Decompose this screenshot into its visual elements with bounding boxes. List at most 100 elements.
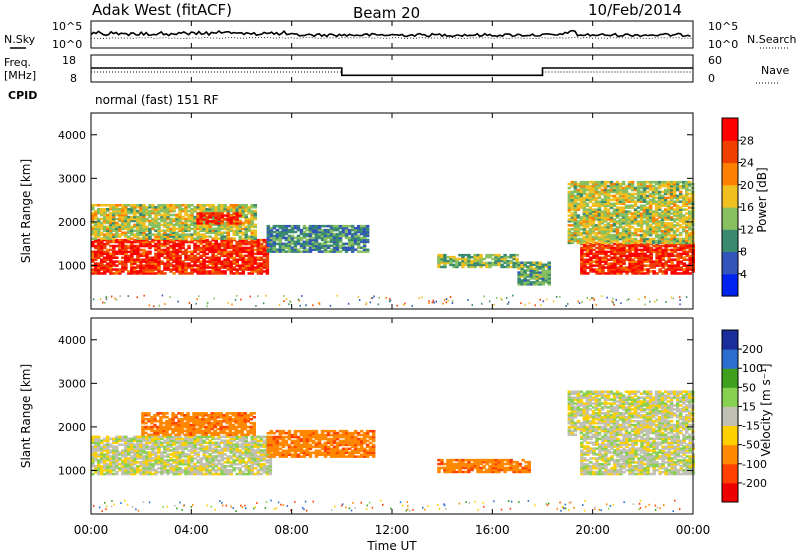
noise-left-tick-bottom: 10^0 xyxy=(52,38,82,51)
power-heat-cell xyxy=(649,247,653,250)
power-heat-cell xyxy=(239,235,243,238)
power-heat-cell xyxy=(306,227,310,230)
vel-heat-cell xyxy=(190,455,194,458)
power-heat-cell xyxy=(333,233,337,236)
power-heat-cell xyxy=(366,225,370,228)
power-heat-cell xyxy=(239,204,243,207)
power-heat-cell xyxy=(100,218,104,221)
power-heat-cell xyxy=(91,237,95,240)
power-heat-cell xyxy=(248,247,252,250)
power-heat-speckle xyxy=(149,304,151,306)
power-heat-cell xyxy=(139,253,143,256)
power-heat-cell xyxy=(112,272,116,275)
power-heat-cell xyxy=(634,193,638,196)
power-heat-cell xyxy=(652,249,656,252)
vel-heat-cell xyxy=(205,445,209,448)
power-heat-cell xyxy=(616,226,620,229)
power-heat-cell xyxy=(211,220,215,223)
power-heat-cell xyxy=(245,214,249,217)
power-heat-cell xyxy=(214,206,218,209)
power-heat-cell xyxy=(625,266,629,269)
power-heat-cell xyxy=(515,258,519,261)
power-heat-cell xyxy=(276,249,280,252)
power-heat-cell xyxy=(106,262,110,265)
power-heat-speckle xyxy=(524,304,526,306)
power-heat-cell xyxy=(586,266,590,269)
power-heat-cell xyxy=(652,181,656,184)
power-heat-cell xyxy=(586,193,590,196)
power-heat-cell xyxy=(664,189,668,192)
power-heat-cell xyxy=(610,195,614,198)
power-heat-cell xyxy=(586,230,590,233)
power-heat-speckle xyxy=(446,298,448,300)
power-heat-cell xyxy=(688,189,692,192)
power-heat-cell xyxy=(586,272,590,275)
power-heat-cell xyxy=(127,245,131,248)
power-heat-cell xyxy=(613,218,617,221)
power-heat-cell xyxy=(263,259,267,262)
power-heat-cell xyxy=(160,214,164,217)
power-heat-cell xyxy=(97,218,101,221)
power-heat-speckle xyxy=(358,296,360,298)
power-heat-cell xyxy=(181,204,185,207)
vel-heat-cell xyxy=(121,459,125,462)
vel-heat-cell xyxy=(115,445,119,448)
power-heat-cell xyxy=(205,253,209,256)
power-heat-cell xyxy=(652,185,656,188)
power-heat-speckle xyxy=(196,303,198,305)
vel-heat-cell xyxy=(118,443,122,446)
vel-heat-cell xyxy=(181,438,185,441)
vel-heat-cell xyxy=(214,438,218,441)
power-heat-cell xyxy=(257,262,261,265)
power-heat-cell xyxy=(592,249,596,252)
power-heat-cell xyxy=(571,224,575,227)
power-heat-cell xyxy=(205,257,209,260)
power-heat-cell xyxy=(217,243,221,246)
power-heat-cell xyxy=(118,224,122,227)
power-heat-cell xyxy=(223,204,227,207)
power-heat-cell xyxy=(354,227,358,230)
power-heat-cell xyxy=(622,206,626,209)
power-heat-cell xyxy=(625,205,629,208)
vel-heat-cell xyxy=(142,455,146,458)
vel-heat-cell xyxy=(163,445,167,448)
power-heat-cell xyxy=(133,239,137,242)
power-heat-cell xyxy=(242,247,246,250)
power-heat-cell xyxy=(112,233,116,236)
nsearch-label: N.Search xyxy=(747,33,797,46)
power-heat-cell xyxy=(548,262,552,265)
power-heat-cell xyxy=(526,262,530,265)
power-heat-cell xyxy=(223,259,227,262)
power-heat-cell xyxy=(115,218,119,221)
power-heat-cell xyxy=(526,279,530,282)
power-heat-speckle xyxy=(540,304,542,306)
power-heat-speckle xyxy=(591,297,593,299)
power-heat-cell xyxy=(676,247,680,250)
vel-heat-cell xyxy=(118,463,122,466)
power-heat-cell xyxy=(539,262,543,265)
vel-heat-cell xyxy=(103,453,107,456)
power-heat-cell xyxy=(100,222,104,225)
power-heat-cell xyxy=(595,208,599,211)
beam-title: Beam 20 xyxy=(353,4,420,22)
power-heat-cell xyxy=(91,251,95,254)
power-heat-cell xyxy=(539,271,543,274)
power-heat-cell xyxy=(157,222,161,225)
power-heat-cell xyxy=(100,237,104,240)
power-heat-speckle xyxy=(119,295,121,297)
vel-heat-cell xyxy=(220,447,224,450)
vel-heat-cell xyxy=(106,436,110,439)
power-heat-cell xyxy=(482,258,486,261)
power-heat-cell xyxy=(160,260,164,263)
power-heat-cell xyxy=(580,232,584,235)
power-heat-cell xyxy=(604,181,608,184)
power-heat-speckle xyxy=(540,299,542,301)
power-heat-cell xyxy=(190,208,194,211)
power-heat-cell xyxy=(607,189,611,192)
power-heat-speckle xyxy=(143,295,145,297)
vel-heat-cell xyxy=(148,451,152,454)
power-heat-speckle xyxy=(301,295,303,297)
power-heat-cell xyxy=(649,270,653,273)
power-heat-cell xyxy=(545,269,549,272)
power-heat-cell xyxy=(536,262,540,265)
